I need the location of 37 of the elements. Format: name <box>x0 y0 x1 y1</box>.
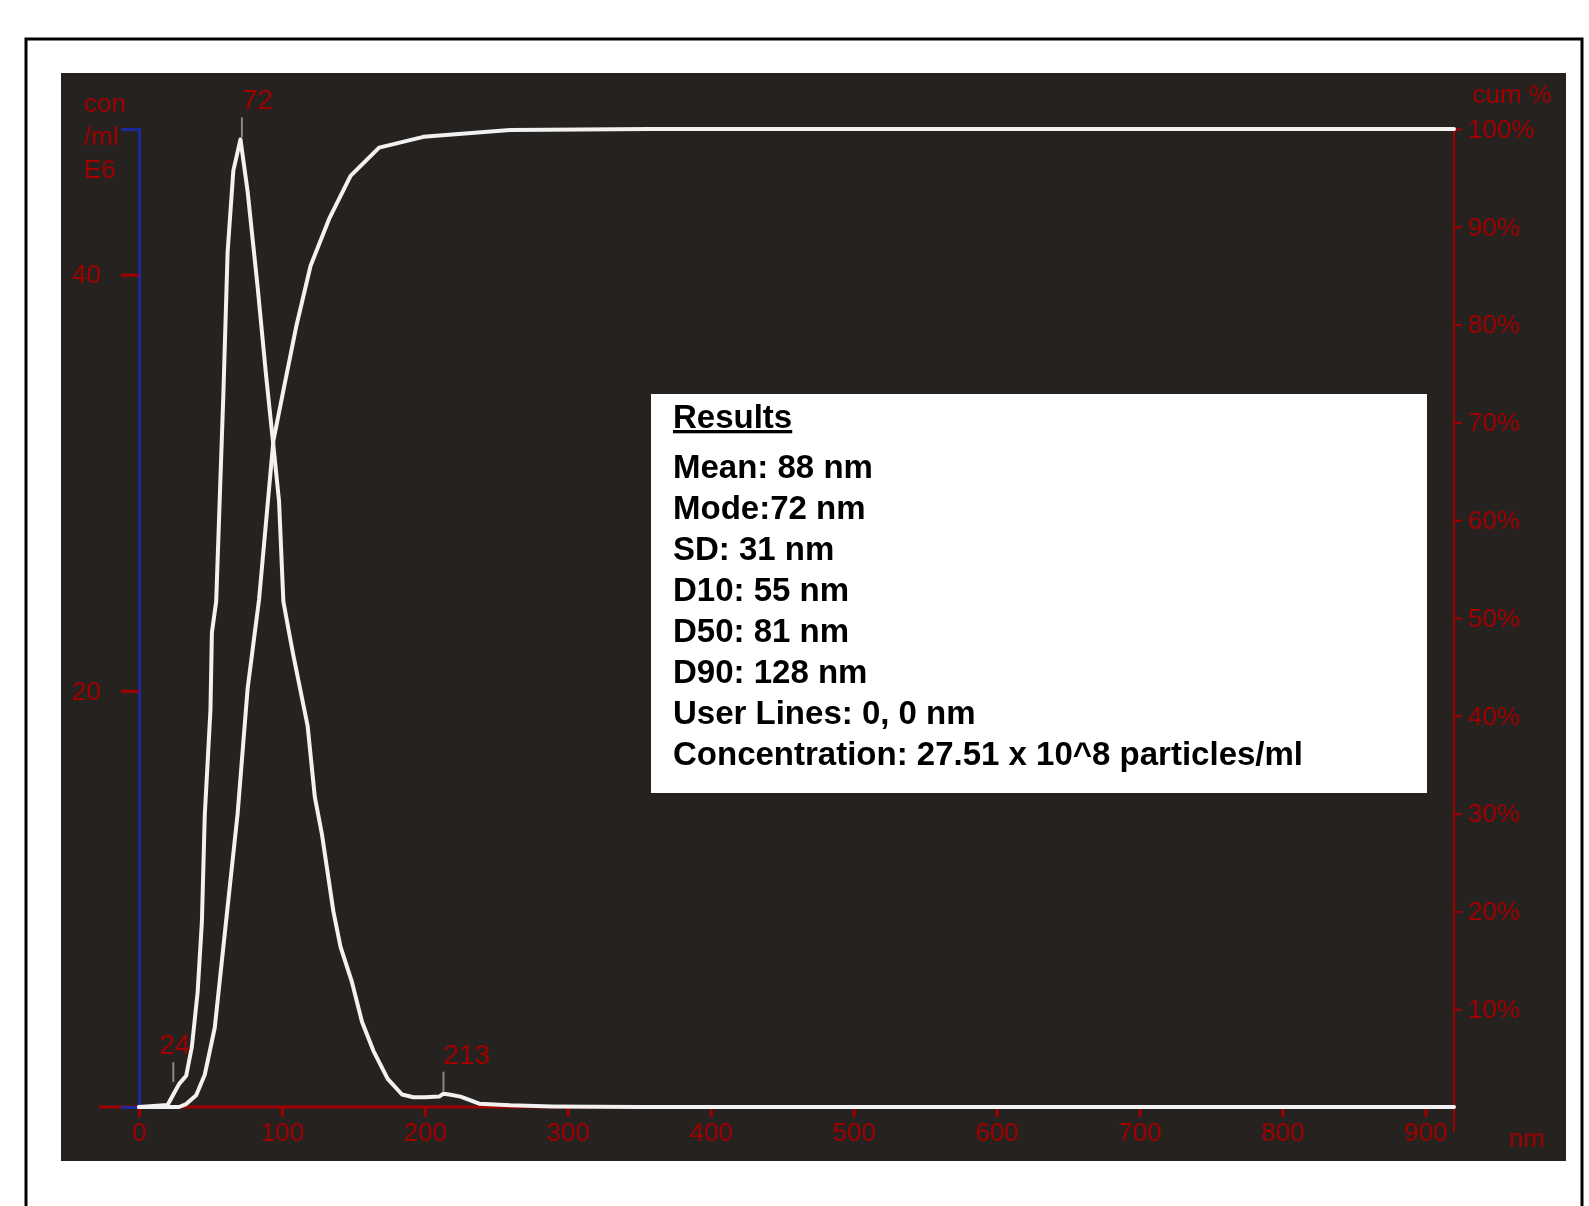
y-tick-label: 20 <box>72 675 101 706</box>
y-tick-label: 40 <box>72 259 101 290</box>
y2-tick-label: 100% <box>1468 113 1535 144</box>
annotation: 24 <box>159 1029 191 1061</box>
annotation: Mean: 88 nm <box>673 448 873 485</box>
y2-tick-label: 30% <box>1468 798 1521 829</box>
y2-tick-label: 40% <box>1468 700 1521 731</box>
y2-tick-label: 20% <box>1468 896 1521 927</box>
x-tick-label: 300 <box>546 1117 590 1148</box>
annotation: Mode:72 nm <box>673 489 866 526</box>
x-tick-label: 400 <box>689 1117 733 1148</box>
x-tick-label: 0 <box>132 1117 147 1148</box>
annotation: 213 <box>443 1038 491 1070</box>
annotation: User Lines: 0, 0 nm <box>673 694 976 731</box>
annotation: Results <box>673 398 793 435</box>
x-tick-label: 100 <box>260 1117 305 1148</box>
x-tick-label: 800 <box>1261 1117 1305 1148</box>
x-tick-label: 700 <box>1118 1117 1162 1148</box>
x-tick-label: 900 <box>1404 1117 1448 1148</box>
y2-tick-label: 80% <box>1468 309 1521 340</box>
annotation: D10: 55 nm <box>673 571 850 608</box>
y2-tick-label: 90% <box>1468 211 1521 242</box>
y2-tick-label: 50% <box>1468 602 1521 633</box>
annotation: 72 <box>241 84 274 116</box>
y2-axis-title: cum % <box>1472 79 1552 109</box>
y2-tick-label: 10% <box>1468 994 1521 1025</box>
annotation: D90: 128 nm <box>673 653 868 690</box>
x-tick-label: 600 <box>975 1117 1019 1148</box>
x-axis-title: nm <box>1508 1123 1545 1153</box>
annotation: SD: 31 nm <box>673 530 835 567</box>
annotation: Concentration: 27.51 x 10^8 particles/ml <box>673 735 1304 772</box>
x-tick-label: 500 <box>832 1117 876 1148</box>
y2-tick-label: 60% <box>1468 505 1521 536</box>
y-axis-title: con /ml E6 <box>84 88 126 184</box>
y2-tick-label: 70% <box>1468 407 1521 438</box>
x-tick-label: 200 <box>403 1117 448 1148</box>
annotation: D50: 81 nm <box>673 612 850 649</box>
